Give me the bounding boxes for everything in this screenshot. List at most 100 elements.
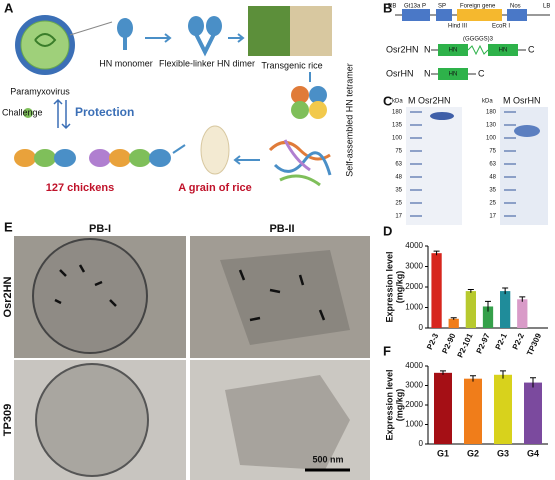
x-tick-label: P2-101 bbox=[456, 331, 475, 359]
error-bar bbox=[467, 288, 474, 293]
bar bbox=[482, 306, 494, 328]
monomer-stalk bbox=[123, 36, 127, 50]
label: HN bbox=[449, 72, 458, 78]
label: EcoR I bbox=[492, 24, 510, 30]
protein-body bbox=[35, 363, 149, 477]
linker bbox=[467, 44, 489, 56]
panel-letter: B bbox=[383, 0, 392, 15]
promoter-box bbox=[402, 9, 430, 21]
tem: 500 nm PB-I PB-II Osr2HN TP309 bbox=[2, 223, 370, 480]
marker-label: 48 bbox=[489, 175, 496, 181]
dimer bbox=[206, 16, 222, 36]
label: SP bbox=[438, 4, 446, 10]
callout bbox=[69, 21, 113, 36]
label: C bbox=[528, 44, 535, 54]
marker-label: 100 bbox=[486, 136, 497, 142]
nos-box bbox=[507, 9, 527, 21]
error-bar bbox=[502, 287, 509, 295]
x-tick-label: P2-97 bbox=[475, 331, 492, 355]
rice-field bbox=[248, 6, 290, 56]
y-axis-label: Expression level bbox=[384, 369, 394, 440]
y-tick-label: 0 bbox=[419, 439, 424, 448]
marker-label: 35 bbox=[395, 188, 402, 194]
panel-letter: A bbox=[4, 0, 14, 15]
arrow-mark bbox=[54, 298, 62, 305]
rice-seeds bbox=[290, 6, 332, 56]
label: Protection bbox=[75, 105, 134, 119]
rice-grain bbox=[200, 125, 230, 175]
row-label: Osr2HN bbox=[2, 276, 14, 317]
unit: kDa bbox=[392, 99, 403, 105]
chicken bbox=[54, 149, 76, 167]
x-tick-label: TP309 bbox=[525, 331, 543, 357]
marker-label: 25 bbox=[395, 201, 402, 207]
marker-label: 135 bbox=[392, 123, 403, 129]
band bbox=[514, 125, 540, 137]
y-tick-label: 0 bbox=[419, 323, 424, 332]
label: N bbox=[424, 44, 431, 54]
y-tick-label: 4000 bbox=[405, 241, 423, 250]
arrow-mark bbox=[78, 264, 86, 273]
label: HN bbox=[449, 48, 458, 54]
marker-label: 75 bbox=[489, 149, 496, 155]
label: Challenge bbox=[2, 107, 43, 117]
label: Flexible-linker HN dimer bbox=[159, 58, 255, 68]
label: C bbox=[478, 68, 485, 78]
bar bbox=[464, 378, 482, 444]
tetramer bbox=[291, 101, 309, 119]
chickens bbox=[14, 149, 171, 167]
marker-label: 35 bbox=[489, 188, 496, 194]
label: Paramyxovirus bbox=[10, 86, 70, 96]
syringe bbox=[172, 144, 186, 154]
label: (GGGGS)3 bbox=[463, 37, 494, 43]
x-tick-label: G1 bbox=[437, 448, 449, 458]
chicken bbox=[34, 149, 56, 167]
tetramer bbox=[309, 101, 327, 119]
arrow-mark bbox=[269, 288, 281, 294]
protein-body bbox=[32, 238, 148, 354]
y-tick-label: 4000 bbox=[405, 361, 423, 370]
y-tick-label: 3000 bbox=[405, 381, 423, 390]
arrow-mark bbox=[249, 316, 261, 322]
arrow-mark bbox=[298, 274, 305, 286]
chicken bbox=[149, 149, 171, 167]
x-tick-label: P2-90 bbox=[440, 331, 457, 355]
y-axis-label: (mg/kg) bbox=[394, 271, 404, 304]
gel-title: M OsrHN bbox=[503, 95, 541, 105]
x-tick-label: G3 bbox=[497, 448, 509, 458]
label: N bbox=[424, 68, 431, 78]
x-tick-label: P2-1 bbox=[494, 331, 510, 351]
label: Nos bbox=[510, 4, 521, 10]
label: Transgenic rice bbox=[261, 60, 322, 70]
bar bbox=[517, 299, 528, 328]
band bbox=[430, 112, 454, 120]
dimer-stalk bbox=[194, 33, 216, 57]
marker-label: 63 bbox=[489, 162, 496, 168]
arrow-mark bbox=[318, 309, 326, 321]
label: Foreign gene bbox=[460, 4, 496, 10]
arrow-mark bbox=[94, 280, 103, 287]
scale-label: 500 nm bbox=[312, 454, 343, 464]
y-tick-label: 3000 bbox=[405, 262, 423, 271]
error-bar bbox=[519, 296, 526, 302]
error-bar bbox=[485, 300, 491, 312]
row-label: TP309 bbox=[2, 404, 14, 436]
bar bbox=[434, 372, 452, 444]
arrow-mark bbox=[59, 269, 67, 277]
marker-label: 63 bbox=[395, 162, 402, 168]
gene-box bbox=[457, 9, 502, 21]
x-tick-label: G4 bbox=[527, 448, 539, 458]
chicken bbox=[129, 149, 151, 167]
error-bar bbox=[530, 377, 536, 388]
label: HN monomer bbox=[99, 58, 153, 68]
y-tick-label: 1000 bbox=[405, 420, 423, 429]
x-tick-label: P2-2 bbox=[511, 331, 527, 351]
bar bbox=[524, 382, 542, 444]
error-bar bbox=[450, 317, 457, 320]
dimer bbox=[188, 16, 204, 36]
y-tick-label: 1000 bbox=[405, 303, 423, 312]
protein bbox=[273, 151, 332, 176]
y-axis-label: (mg/kg) bbox=[394, 389, 404, 422]
protein bbox=[283, 139, 311, 172]
